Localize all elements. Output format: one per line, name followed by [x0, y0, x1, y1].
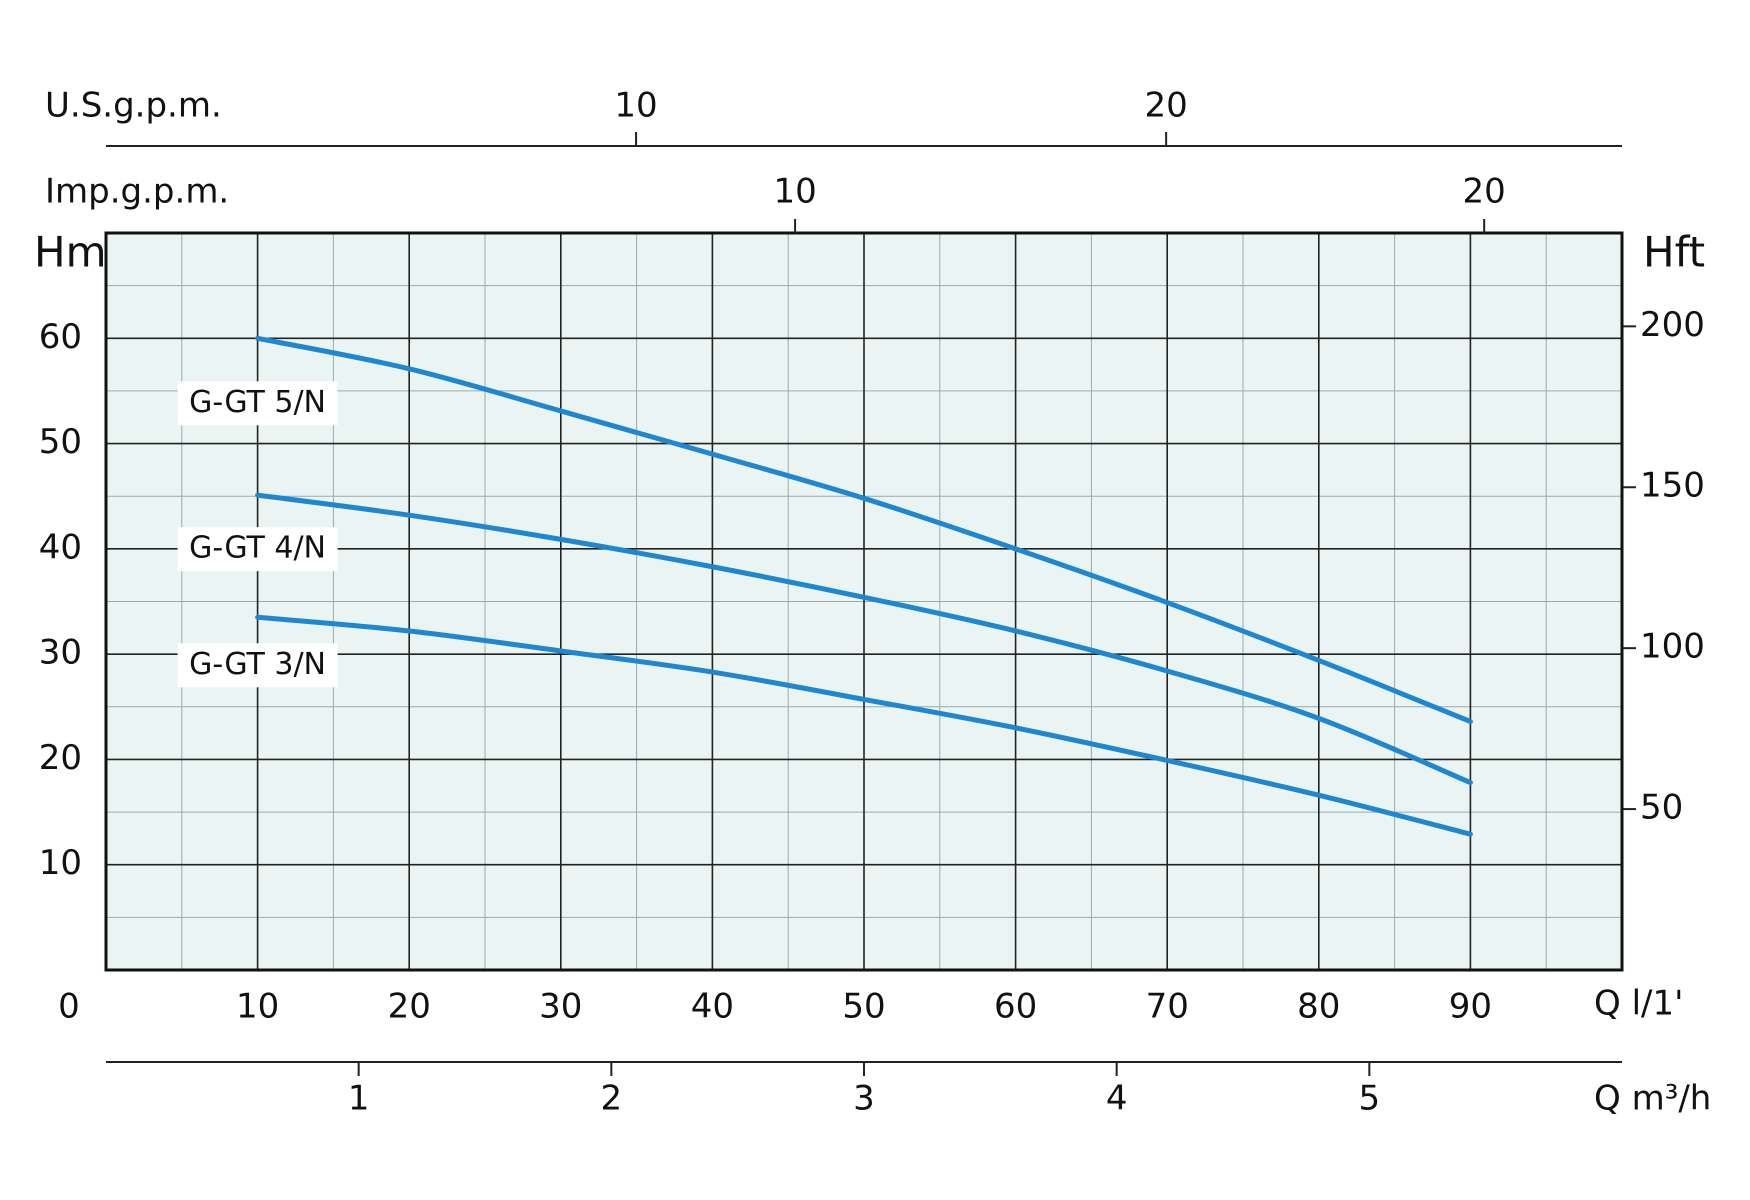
- x-tick-label: 70: [1146, 987, 1189, 1027]
- axis-tick-label: 5: [1359, 1079, 1381, 1119]
- y2-tick-label: 100: [1640, 627, 1705, 667]
- x-tick-label: 20: [388, 987, 431, 1027]
- axis-tick-label: 3: [853, 1079, 875, 1119]
- axis-tick-label: 10: [773, 172, 816, 212]
- axis-tick-label: 20: [1145, 86, 1188, 126]
- curve-label: G-GT 4/N: [189, 531, 326, 566]
- axis-tick-label: 1: [348, 1079, 370, 1119]
- y-tick-label: 50: [39, 422, 82, 462]
- y2-tick-label: 150: [1640, 466, 1705, 506]
- x-tick-label: 40: [691, 987, 734, 1027]
- axis-title: Q m³/h: [1594, 1079, 1711, 1119]
- curve-label-bg: [177, 381, 338, 426]
- y2-tick-label: 200: [1640, 305, 1705, 345]
- y-tick-label: 20: [39, 738, 82, 778]
- y-tick-label: 40: [39, 527, 82, 567]
- axis-tick-label: 4: [1106, 1079, 1128, 1119]
- axis-tick-label: 20: [1463, 172, 1506, 212]
- x-tick-label: 50: [842, 987, 885, 1027]
- y-axis-title: Hm: [34, 228, 107, 277]
- x-tick-label: 30: [539, 987, 582, 1027]
- axis-title: Imp.g.p.m.: [45, 172, 229, 212]
- x-tick-label: 60: [994, 987, 1037, 1027]
- curve-label-bg: [177, 527, 338, 572]
- curve-label: G-GT 5/N: [189, 385, 326, 420]
- y2-axis-title: Hft: [1643, 228, 1705, 277]
- x-tick-label: 80: [1297, 987, 1340, 1027]
- axis-tick-label: 2: [601, 1079, 623, 1119]
- x-tick-label: 10: [236, 987, 279, 1027]
- axis-tick-label: 10: [614, 86, 657, 126]
- plot-frame: [104, 231, 1624, 972]
- y-tick-label: 10: [39, 843, 82, 883]
- curve: [255, 614, 1473, 837]
- curve: [255, 492, 1473, 786]
- x-axis-title: Q l/1': [1594, 984, 1683, 1024]
- y2-tick-label: 50: [1640, 788, 1683, 828]
- y-tick-label: 60: [39, 317, 82, 357]
- axis-title: U.S.g.p.m.: [45, 86, 222, 126]
- x-tick-label: 90: [1449, 987, 1492, 1027]
- y-tick-label: 30: [39, 633, 82, 673]
- curve-label-bg: [177, 643, 338, 688]
- curve-label: G-GT 3/N: [189, 647, 326, 682]
- x-tick-label: 0: [58, 987, 80, 1027]
- curve: [255, 335, 1473, 725]
